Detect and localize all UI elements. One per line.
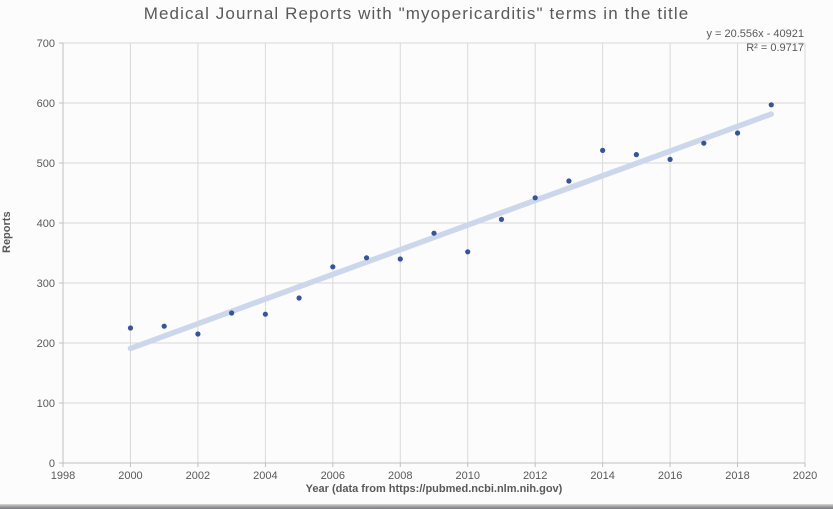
data-point bbox=[667, 156, 673, 162]
data-point bbox=[600, 147, 606, 153]
x-tick-label: 2000 bbox=[118, 470, 142, 482]
x-tick-label: 2012 bbox=[523, 470, 547, 482]
x-tick-label: 2010 bbox=[455, 470, 479, 482]
x-tick-label: 2016 bbox=[658, 470, 682, 482]
y-tick-label: 300 bbox=[37, 278, 55, 290]
data-point bbox=[363, 255, 370, 261]
y-tick-label: 100 bbox=[37, 398, 55, 410]
y-tick-label: 400 bbox=[37, 218, 55, 230]
data-point bbox=[566, 178, 572, 184]
data-point bbox=[498, 216, 505, 222]
x-tick-label: 2002 bbox=[186, 470, 210, 482]
data-point bbox=[532, 195, 538, 201]
y-tick-label: 0 bbox=[49, 458, 55, 470]
x-tick-label: 2014 bbox=[590, 470, 614, 482]
data-point bbox=[161, 323, 167, 329]
y-tick-label: 600 bbox=[37, 98, 55, 110]
x-tick-label: 2020 bbox=[793, 470, 817, 482]
x-axis-title: Year (data from https://pubmed.ncbi.nlm.… bbox=[305, 483, 563, 495]
data-point bbox=[330, 264, 336, 270]
trendline-r2: R² = 0.9717 bbox=[746, 42, 804, 54]
data-point bbox=[768, 102, 774, 108]
data-point bbox=[296, 295, 302, 301]
data-point bbox=[701, 140, 707, 146]
data-point bbox=[633, 152, 639, 158]
x-tick-label: 1998 bbox=[51, 470, 75, 482]
data-point bbox=[397, 256, 403, 262]
trendline bbox=[127, 111, 775, 352]
data-point bbox=[465, 249, 471, 255]
x-tick-label: 2018 bbox=[725, 470, 749, 482]
data-point bbox=[431, 230, 437, 236]
trendline-labels: y = 20.556x - 40921 R² = 0.9717 bbox=[706, 27, 804, 55]
data-point bbox=[127, 325, 134, 331]
y-tick-label: 700 bbox=[37, 38, 55, 50]
trendline-equation: y = 20.556x - 40921 bbox=[706, 28, 804, 40]
x-tick-label: 2008 bbox=[388, 470, 412, 482]
y-tick-label: 200 bbox=[37, 338, 55, 350]
bottom-edge-bar bbox=[0, 504, 833, 509]
x-tick-label: 2004 bbox=[253, 470, 277, 482]
data-point bbox=[195, 331, 201, 337]
data-point bbox=[229, 310, 235, 316]
data-point bbox=[262, 311, 268, 317]
x-tick-label: 2006 bbox=[321, 470, 345, 482]
chart-title: Medical Journal Reports with "myopericar… bbox=[143, 4, 690, 23]
data-point bbox=[734, 130, 741, 136]
y-tick-label: 500 bbox=[37, 158, 55, 170]
